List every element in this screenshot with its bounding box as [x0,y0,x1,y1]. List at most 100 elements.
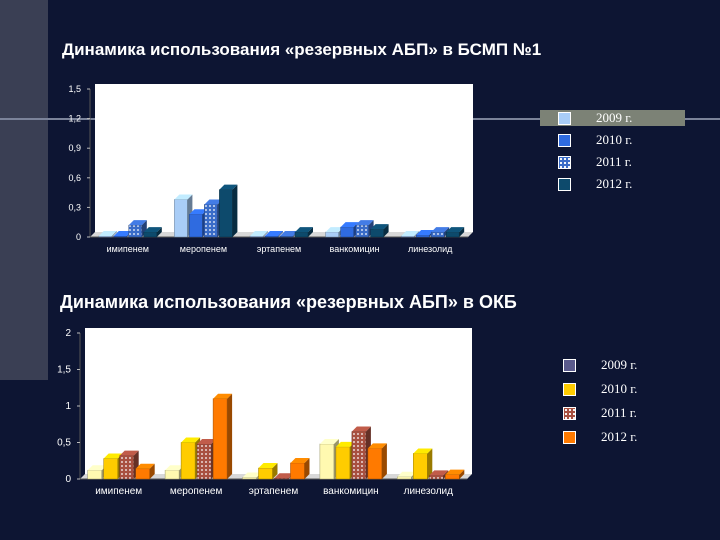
bar-front [164,469,180,480]
bar-side [272,463,278,479]
x-tick-label: ванкомицин [330,244,380,254]
bar-top [87,465,107,471]
bar-front [135,468,150,480]
bar-top [446,227,465,233]
bar-top [119,450,139,456]
bar-ванкомицин-2012 г. [370,224,389,238]
bar-side [381,443,387,479]
bar-эртапенем-2010 г. [258,463,278,480]
bar-линезолид-2010 г. [413,448,433,480]
bar-top [290,457,310,463]
bar-top [370,224,389,230]
chart-2-title: Динамика использования «резервных АБП» в… [60,292,517,312]
y-tick-label: 0,5 [57,438,71,449]
legend-swatch-2009 [563,359,576,372]
bar-front [351,431,367,480]
bar-top [319,438,339,444]
bar-эртапенем-2012 г. [290,457,310,480]
bar-линезолид-2009 г. [400,231,420,238]
slide-accent-bar [0,0,48,380]
bar-имипенем-2012 г. [135,463,155,480]
x-tick-label: меропенем [170,486,223,497]
bar-эртапенем-2010 г. [264,231,283,238]
plot-background [85,328,472,474]
bar-front [413,453,428,480]
legend-swatch-2010 [558,134,571,147]
bar-front [87,469,102,480]
bar-top [340,222,359,228]
bar-side [263,231,268,237]
bar-ванкомицин-2012 г. [367,443,387,480]
bar-front [335,446,351,480]
y-tick-label: 0 [76,232,81,242]
bar-side [308,227,313,237]
legend-label-2011: 2011 г. [596,154,632,169]
y-tick-label: 0,6 [68,173,81,183]
y-tick-label: 0,3 [68,202,81,212]
bar-side [414,231,420,237]
bar-top [250,231,268,237]
bar-top [258,463,278,469]
bar-front [367,448,383,480]
bar-side [232,184,238,237]
bar-top [204,199,223,205]
legend-swatch-2012 [558,178,571,191]
y-tick-label: 1,2 [68,114,81,124]
bar-top [197,438,217,444]
legend-label-2012: 2012 г. [596,176,633,191]
bar-front [196,443,212,480]
bar-меропенем-2011 г. [204,199,223,238]
legend-label-2010: 2010 г. [601,381,638,396]
y-tick-label: 0,9 [68,143,81,153]
bar-front [258,467,273,480]
bar-front [180,442,196,480]
bar-top [351,426,371,432]
legend-swatch-2011 [558,156,571,169]
bar-top [98,231,117,237]
bar-side [227,393,233,479]
x-tick-label: имипенем [95,486,142,497]
bar-side [278,231,283,237]
bar-top [213,393,233,399]
bar-имипенем-2012 г. [143,227,162,238]
bar-top [174,194,193,200]
bar-top [219,184,238,190]
legend-swatch-2010 [563,383,576,396]
legend-swatch-2009 [558,112,571,125]
bar-top [367,443,387,449]
chart-1-title: Динамика использования «резервных АБП» в… [62,40,542,59]
bar-top [265,231,283,237]
legend-label-2009: 2009 г. [601,357,638,372]
bar-top [242,472,262,478]
bar-top [445,469,465,475]
bar-меропенем-2012 г. [212,393,233,480]
x-tick-label: ванкомицин [323,486,379,497]
bar-top [413,448,433,454]
bar-side [459,469,465,479]
bar-top [143,227,162,233]
bar-top [128,220,147,226]
bar-front [429,475,444,480]
bar-линезолид-2012 г. [445,469,465,480]
bar-side [111,231,117,237]
y-tick-label: 0 [65,474,71,485]
bar-top [280,231,298,237]
bar-имипенем-2009 г. [98,231,117,238]
x-tick-label: меропенем [180,244,227,254]
bar-линезолид-2012 г. [445,227,465,238]
x-tick-label: линезолид [408,244,453,254]
bar-side [149,463,155,479]
bar-side [383,224,389,237]
bar-top [165,465,185,471]
y-tick-label: 1,5 [68,84,81,94]
legend-swatch-2011 [563,407,576,420]
bar-front [274,478,289,480]
y-tick-label: 1,5 [57,365,71,376]
bar-front [119,455,134,480]
bar-front [103,458,118,480]
bar-top [295,227,313,233]
bar-top [416,230,435,236]
bar-front [445,474,460,480]
